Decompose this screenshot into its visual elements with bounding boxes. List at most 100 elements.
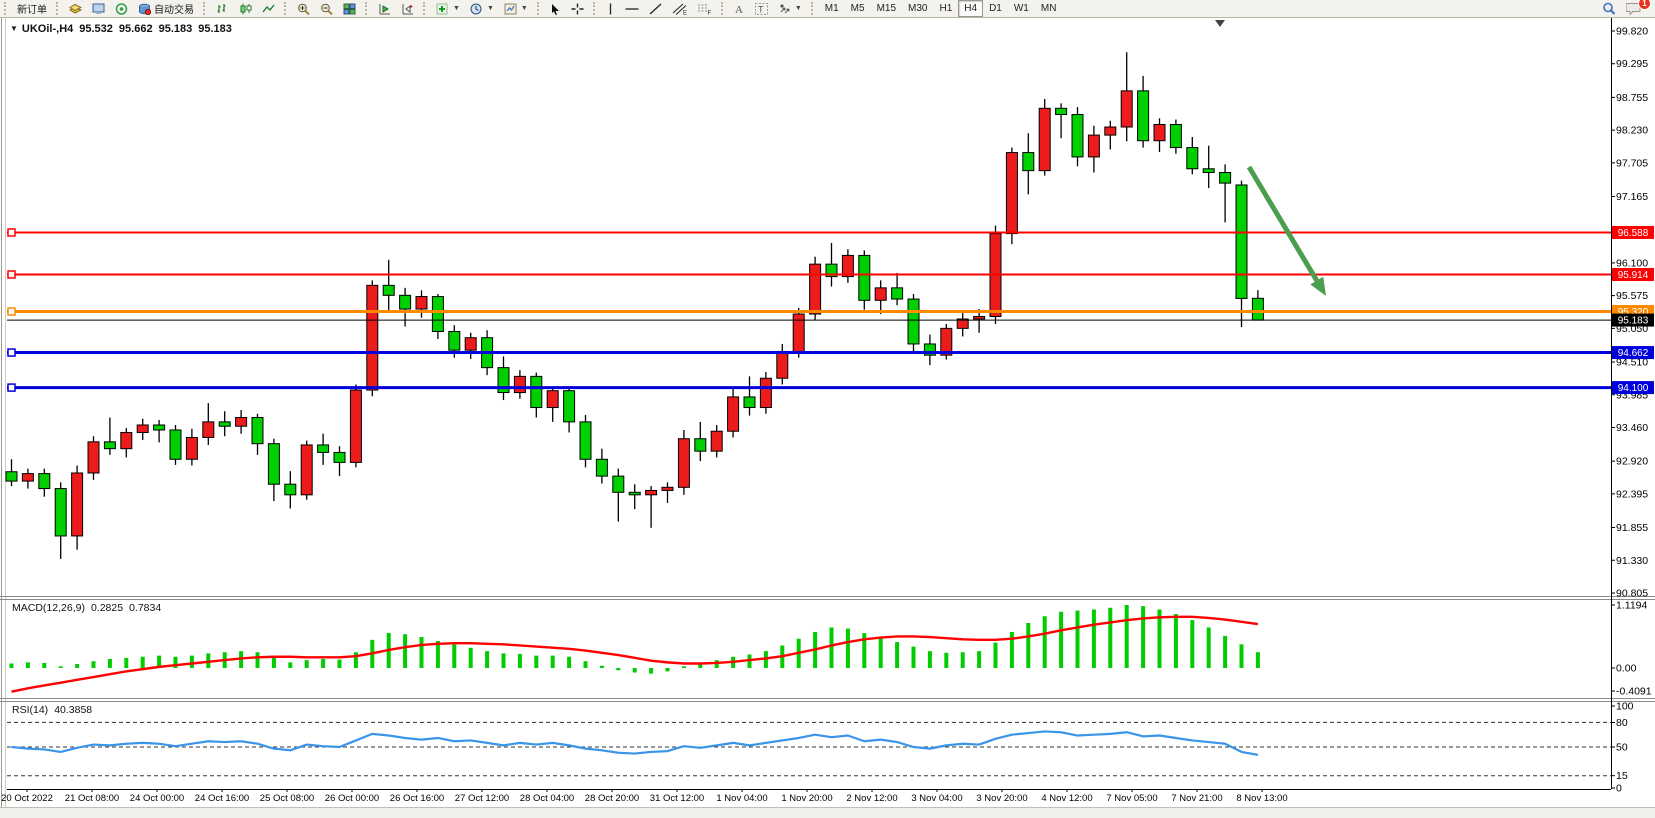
chart-shift-icon[interactable] [397,0,418,17]
price-level-tag-text: 94.100 [1618,383,1649,394]
text-icon[interactable]: A [730,0,749,17]
candle [759,371,772,414]
trend-arrow[interactable] [1246,165,1319,282]
templates-button[interactable]: ▼ [500,0,532,17]
chevron-down-icon: ▼ [520,5,528,12]
time-axis-label: 2 Nov 12:00 [846,793,897,804]
candle [284,471,297,509]
cursor-icon[interactable] [546,0,565,17]
toolbar-grip[interactable] [810,2,817,15]
text-label-icon[interactable]: T [751,0,772,17]
time-axis-label: 3 Nov 20:00 [976,793,1027,804]
candle [431,294,444,339]
horizontal-line-icon[interactable] [621,0,643,17]
candle [1022,133,1035,195]
crosshair-icon[interactable] [567,0,588,17]
candle [71,465,84,550]
line-handle[interactable] [7,383,16,392]
shapes-button[interactable]: ▼ [774,0,806,17]
equidistant-channel-icon[interactable]: E [668,0,691,17]
price-tick-label: 91.855 [1616,522,1648,534]
chevron-down-icon: ▼ [794,5,802,12]
price-tick-label: 99.820 [1616,26,1648,38]
line-handle[interactable] [7,228,16,237]
candle [1104,120,1117,150]
rsi-tick-label: 50 [1616,742,1628,754]
chart-canvas[interactable]: 99.820 99.295 98.755 98.230 97.705 97.165 96.1… [0,17,1655,818]
candle [1055,103,1068,139]
tab-timeframe-h4[interactable]: H4 [958,0,984,17]
tab-timeframe-h1[interactable]: H1 [939,3,953,14]
candle [1169,119,1182,154]
candle [103,417,116,455]
periods-clock-button[interactable]: ▼ [466,0,498,17]
market-watch-icon[interactable] [88,0,109,17]
fibonacci-icon[interactable]: F [693,0,716,17]
rsi-tick-label: 0 [1616,783,1622,795]
candle [530,372,543,418]
macd-tick-label: 0.00 [1616,663,1637,675]
layers-icon[interactable] [65,0,86,17]
zoom-in-icon[interactable] [293,0,314,17]
toolbar-grip[interactable] [365,2,371,15]
tab-timeframe-m1[interactable]: M1 [824,3,839,14]
bar-chart-icon[interactable] [212,0,233,17]
search-icon[interactable] [1598,0,1620,17]
trendline-icon[interactable] [645,0,666,17]
toolbar-grip[interactable] [423,2,429,15]
candle [645,486,658,528]
tab-timeframe-m15[interactable]: M15 [876,3,897,14]
add-indicator-button[interactable]: ▼ [432,0,464,17]
zoom-out-icon[interactable] [316,0,337,17]
time-axis-label: 7 Nov 05:00 [1106,793,1157,804]
candle [710,424,723,458]
toolbar-grip[interactable] [536,2,543,15]
chat-button[interactable]: 1 [1622,0,1651,17]
auto-scroll-icon[interactable] [374,0,395,17]
rsi-tick-label: 15 [1616,770,1628,782]
tile-windows-icon[interactable] [339,0,360,17]
toolbar-grip[interactable] [592,2,599,15]
current-price-tag [1612,313,1654,327]
line-chart-icon[interactable] [258,0,279,17]
tab-timeframe-mn[interactable]: MN [1040,3,1057,14]
autotrading-button[interactable]: 自动交易 [134,0,198,17]
candle [792,307,805,358]
vertical-line-icon[interactable] [602,0,619,17]
chart-shift-marker[interactable] [1215,20,1225,27]
signals-icon[interactable] [111,0,132,17]
time-axis-label: 28 Oct 04:00 [520,793,574,804]
trend-arrow-head[interactable] [1310,276,1326,296]
line-handle[interactable] [7,270,16,279]
tab-timeframe-m30[interactable]: M30 [908,3,928,14]
candle [1120,52,1133,142]
price-tick-label: 92.920 [1616,456,1648,468]
toolbar-grip[interactable] [4,2,10,15]
candle [251,413,264,455]
rsi-label: RSI(14) 40.3858 [12,704,93,716]
tab-timeframe-w1[interactable]: W1 [1013,3,1029,14]
collapse-icon[interactable]: ▼ [10,24,18,33]
candle [1153,118,1166,152]
time-axis-label: 25 Oct 08:00 [260,793,314,804]
candle [333,446,346,477]
candle [54,482,67,560]
line-handle[interactable] [7,348,16,357]
candle [563,387,576,433]
chevron-down-icon: ▼ [453,5,460,12]
candlestick-chart-icon[interactable] [235,0,256,17]
price-level-tag [1612,268,1654,282]
candle [1219,164,1232,223]
tab-timeframe-m5[interactable]: M5 [850,3,865,14]
line-handle[interactable] [7,307,16,316]
candle [809,256,822,321]
new-order-button[interactable]: 新订单 [13,0,51,17]
candle [956,312,969,337]
tab-timeframe-d1[interactable]: D1 [989,3,1002,14]
toolbar-grip[interactable] [203,2,209,15]
svg-text:F: F [707,10,711,15]
toolbar-grip[interactable] [56,2,62,15]
candle [694,421,707,462]
toolbar-grip[interactable] [720,2,727,15]
toolbar-grip[interactable] [284,2,290,15]
